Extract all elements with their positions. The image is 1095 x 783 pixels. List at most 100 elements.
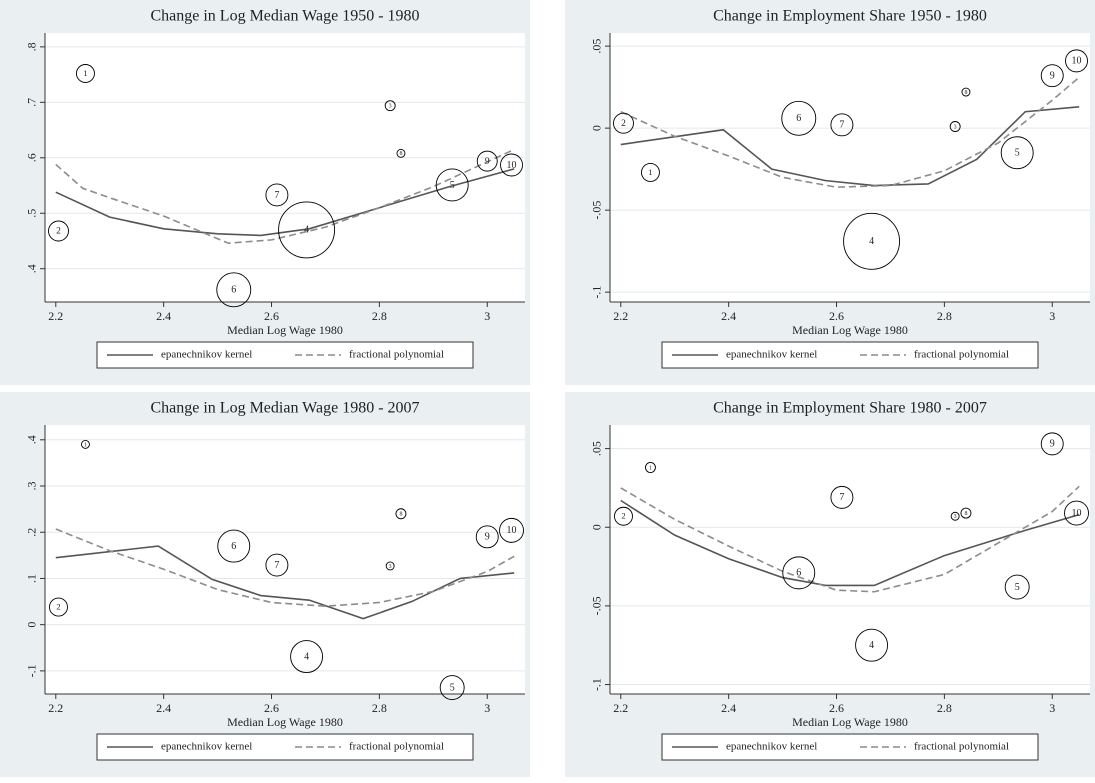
legend-label: fractional polynomial xyxy=(914,741,1009,753)
y-tick-label: .05 xyxy=(590,39,604,54)
y-tick-label: -.05 xyxy=(590,596,604,615)
plot-area xyxy=(45,33,525,302)
bubble xyxy=(855,628,889,662)
legend-box xyxy=(661,341,1039,369)
trend-line xyxy=(55,545,515,620)
bubble-label: 6 xyxy=(231,285,236,296)
bubble xyxy=(644,462,656,473)
bubble-label: 9 xyxy=(485,157,490,167)
bubble-label: 6 xyxy=(796,568,801,579)
panel-title: Change in Log Median Wage 1980 - 2007 xyxy=(150,400,419,417)
x-axis-label: Median Log Wage 1980 xyxy=(792,715,908,729)
bubble xyxy=(781,100,817,136)
bubble-label: 6 xyxy=(231,541,236,552)
bubble-label: 9 xyxy=(485,532,490,543)
y-tick-label: 0 xyxy=(590,125,604,131)
y-tick-label: -.1 xyxy=(590,678,604,691)
x-tick-label: 2.2 xyxy=(48,309,63,323)
bubble xyxy=(217,529,251,563)
trend-line xyxy=(620,499,1080,587)
y-tick-label: -.1 xyxy=(590,286,604,299)
x-axis-label: Median Log Wage 1980 xyxy=(227,715,343,729)
bubble xyxy=(1004,574,1030,600)
y-tick-label: .3 xyxy=(25,482,39,491)
bubble-label: 9 xyxy=(1050,70,1055,81)
bubble xyxy=(949,121,961,132)
bubble xyxy=(49,597,68,617)
bubble-label: 10 xyxy=(1072,508,1082,519)
bubble xyxy=(1065,49,1088,73)
trend-line xyxy=(55,168,515,237)
chart-panel: Change in Employment Share 1950 - 1980 -.… xyxy=(565,0,1095,385)
bubble xyxy=(475,525,499,549)
x-tick-label: 3 xyxy=(484,309,490,323)
x-tick-label: 2.2 xyxy=(613,701,628,715)
bubble-label: 8 xyxy=(964,511,967,517)
bubble xyxy=(476,150,498,172)
trend-line xyxy=(620,76,1080,188)
bubble xyxy=(830,485,854,509)
bubble xyxy=(278,201,336,259)
y-tick-label: .1 xyxy=(25,574,39,583)
y-tick-label: .4 xyxy=(25,264,39,273)
bubble-label: 1 xyxy=(648,167,652,177)
x-tick-label: 3 xyxy=(484,701,490,715)
bubble xyxy=(265,553,289,577)
y-tick-label: .7 xyxy=(25,98,39,107)
bubble xyxy=(500,153,523,177)
trend-line xyxy=(620,485,1080,593)
bubble-label: 4 xyxy=(869,236,874,247)
bubble-label: 2 xyxy=(56,602,60,612)
bubble-label: 10 xyxy=(507,525,517,536)
x-axis-label: Median Log Wage 1980 xyxy=(792,323,908,337)
x-tick-label: 2.6 xyxy=(264,701,279,715)
legend-box xyxy=(96,733,474,761)
y-tick-label: 0 xyxy=(590,524,604,530)
panel-title: Change in Log Median Wage 1950 - 1980 xyxy=(150,8,419,25)
y-tick-label: .05 xyxy=(590,441,604,456)
bubble xyxy=(613,112,634,134)
bubble xyxy=(290,640,324,674)
bubble xyxy=(48,220,69,242)
bubble xyxy=(439,675,465,700)
legend-box xyxy=(96,341,474,369)
legend-label: epanechnikov kernel xyxy=(161,349,252,361)
bubble-label: 10 xyxy=(507,160,517,171)
bubble-label: 3 xyxy=(954,514,957,520)
bubble xyxy=(830,113,854,137)
bubble xyxy=(1040,432,1064,456)
bubble xyxy=(614,506,633,526)
bubble-label: 5 xyxy=(1015,582,1020,593)
x-tick-label: 2.6 xyxy=(264,309,279,323)
y-tick-label: -.05 xyxy=(590,201,604,220)
bubble-label: 2 xyxy=(621,511,625,521)
plot-area xyxy=(610,33,1090,302)
bubble-label: 7 xyxy=(839,120,844,131)
bubble-label: 10 xyxy=(1072,56,1082,67)
bubble xyxy=(1064,500,1089,526)
bubble xyxy=(1000,136,1034,170)
bubble xyxy=(843,212,901,270)
panel-title: Change in Employment Share 1980 - 2007 xyxy=(713,400,987,417)
bubble xyxy=(640,162,660,182)
y-tick-label: .4 xyxy=(25,435,39,444)
bubble-label: 2 xyxy=(56,227,61,237)
x-tick-label: 2.4 xyxy=(721,309,736,323)
bubble xyxy=(499,517,524,543)
bubble-label: 4 xyxy=(304,651,309,662)
bubble xyxy=(782,556,816,590)
bubble-label: 7 xyxy=(839,492,844,503)
y-tick-label: -.1 xyxy=(25,664,39,677)
bubble-label: 1 xyxy=(84,442,87,448)
panel-title: Change in Employment Share 1950 - 1980 xyxy=(713,8,987,25)
bubble xyxy=(80,439,90,449)
legend-box xyxy=(661,733,1039,761)
bubble-label: 7 xyxy=(274,560,279,571)
bubble xyxy=(960,507,972,519)
x-tick-label: 3 xyxy=(1049,309,1055,323)
x-tick-label: 2.8 xyxy=(937,309,952,323)
y-tick-label: .5 xyxy=(25,209,39,218)
bubble-label: 5 xyxy=(450,180,455,191)
x-tick-label: 2.6 xyxy=(829,701,844,715)
